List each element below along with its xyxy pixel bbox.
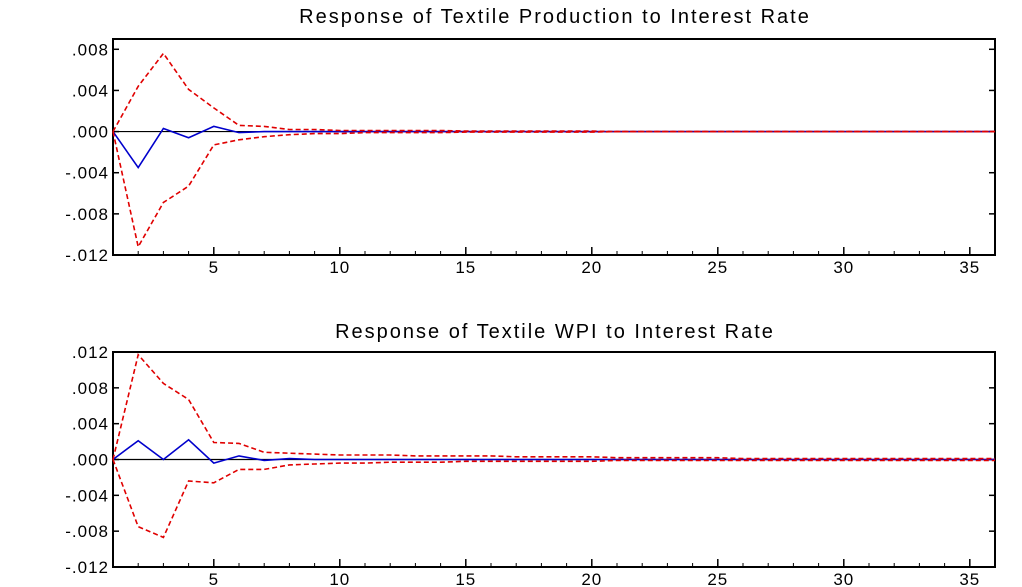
- series-response-line: [112, 438, 995, 464]
- y-tick-label: -.012: [65, 558, 109, 577]
- x-tick-label: 5: [209, 258, 219, 277]
- x-tick-label: 20: [581, 570, 602, 587]
- y-tick-label: .008: [72, 40, 109, 59]
- y-tick-label: .012: [72, 343, 109, 362]
- x-tick-label: 10: [329, 258, 350, 277]
- y-tick-label: .008: [72, 379, 109, 398]
- y-tick-label: .000: [72, 123, 109, 142]
- x-tick-label: 25: [707, 570, 728, 587]
- panel-title: Response of Textile WPI to Interest Rate: [335, 321, 775, 343]
- y-tick-label: .000: [72, 451, 109, 470]
- x-tick-label: 30: [833, 258, 854, 277]
- plot-area: -.012 -.008 -.004 .000 .004 .008 5 10 15 20 25 30 35: [65, 38, 996, 277]
- y-tick-label: -.004: [65, 164, 109, 183]
- x-tick-label: 20: [581, 258, 602, 277]
- series-upper-band-line: [112, 353, 995, 460]
- y-tick-label: -.004: [65, 486, 109, 505]
- y-tick-label: .004: [72, 81, 109, 100]
- x-tick-label: 10: [329, 570, 350, 587]
- panel-title: Response of Textile Production to Intere…: [299, 6, 811, 28]
- x-tick-label: 15: [455, 258, 476, 277]
- plot-frame: [112, 38, 996, 256]
- y-tick-label: -.008: [65, 522, 109, 541]
- series-lower-band-line: [112, 130, 995, 250]
- x-tick-label: 35: [959, 258, 980, 277]
- series-lower-band-line: [112, 459, 995, 539]
- panel-textile-wpi: Response of Textile WPI to Interest Rate…: [65, 321, 996, 587]
- x-tick-label: 35: [959, 570, 980, 587]
- x-tick-label: 15: [455, 570, 476, 587]
- y-tick-label: .004: [72, 415, 109, 434]
- series-upper-band-line: [112, 52, 995, 133]
- plot-area: -.012 -.008 -.004 .000 .004 .008 .012 5 10 15 20 25…: [65, 343, 996, 587]
- x-tick-label: 30: [833, 570, 854, 587]
- y-tick-label: -.008: [65, 205, 109, 224]
- x-tick-label: 5: [209, 570, 219, 587]
- y-tick-label: -.012: [65, 246, 109, 265]
- panel-textile-production: Response of Textile Production to Intere…: [65, 6, 996, 277]
- x-tick-label: 25: [707, 258, 728, 277]
